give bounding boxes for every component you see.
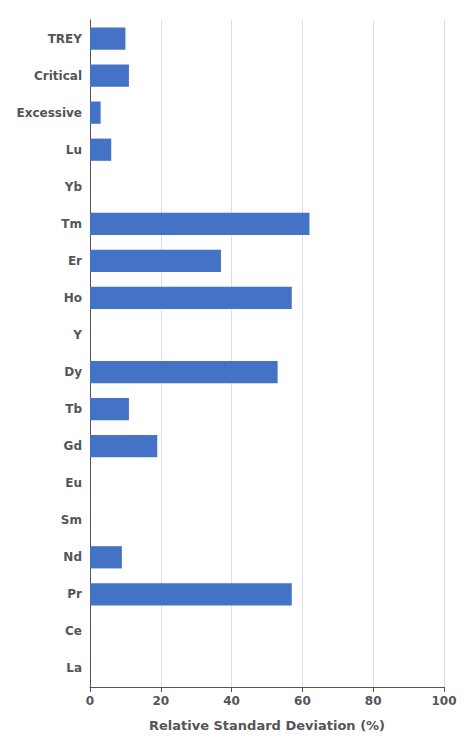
svg-text:Yb: Yb	[64, 180, 83, 194]
svg-text:60: 60	[294, 694, 311, 708]
svg-text:Ho: Ho	[64, 291, 82, 305]
svg-text:TREY: TREY	[48, 32, 83, 46]
svg-text:Er: Er	[68, 254, 82, 268]
svg-text:Relative Standard Deviation (%: Relative Standard Deviation (%)	[149, 718, 385, 733]
svg-text:Nd: Nd	[63, 550, 82, 564]
svg-text:Eu: Eu	[65, 476, 82, 490]
svg-text:20: 20	[152, 694, 169, 708]
svg-text:Pr: Pr	[67, 587, 82, 601]
svg-text:Tb: Tb	[65, 402, 82, 416]
svg-text:Gd: Gd	[64, 439, 82, 453]
svg-text:Lu: Lu	[66, 143, 82, 157]
svg-text:Tm: Tm	[61, 217, 82, 231]
svg-text:Y: Y	[72, 328, 82, 342]
svg-text:100: 100	[431, 694, 456, 708]
svg-text:Critical: Critical	[34, 69, 82, 83]
svg-text:Ce: Ce	[65, 624, 82, 638]
svg-text:Excessive: Excessive	[16, 106, 82, 120]
svg-text:Sm: Sm	[61, 513, 82, 527]
svg-text:80: 80	[365, 694, 382, 708]
svg-text:Dy: Dy	[64, 365, 82, 379]
svg-text:La: La	[66, 661, 82, 675]
svg-text:0: 0	[86, 694, 94, 708]
svg-text:40: 40	[223, 694, 240, 708]
